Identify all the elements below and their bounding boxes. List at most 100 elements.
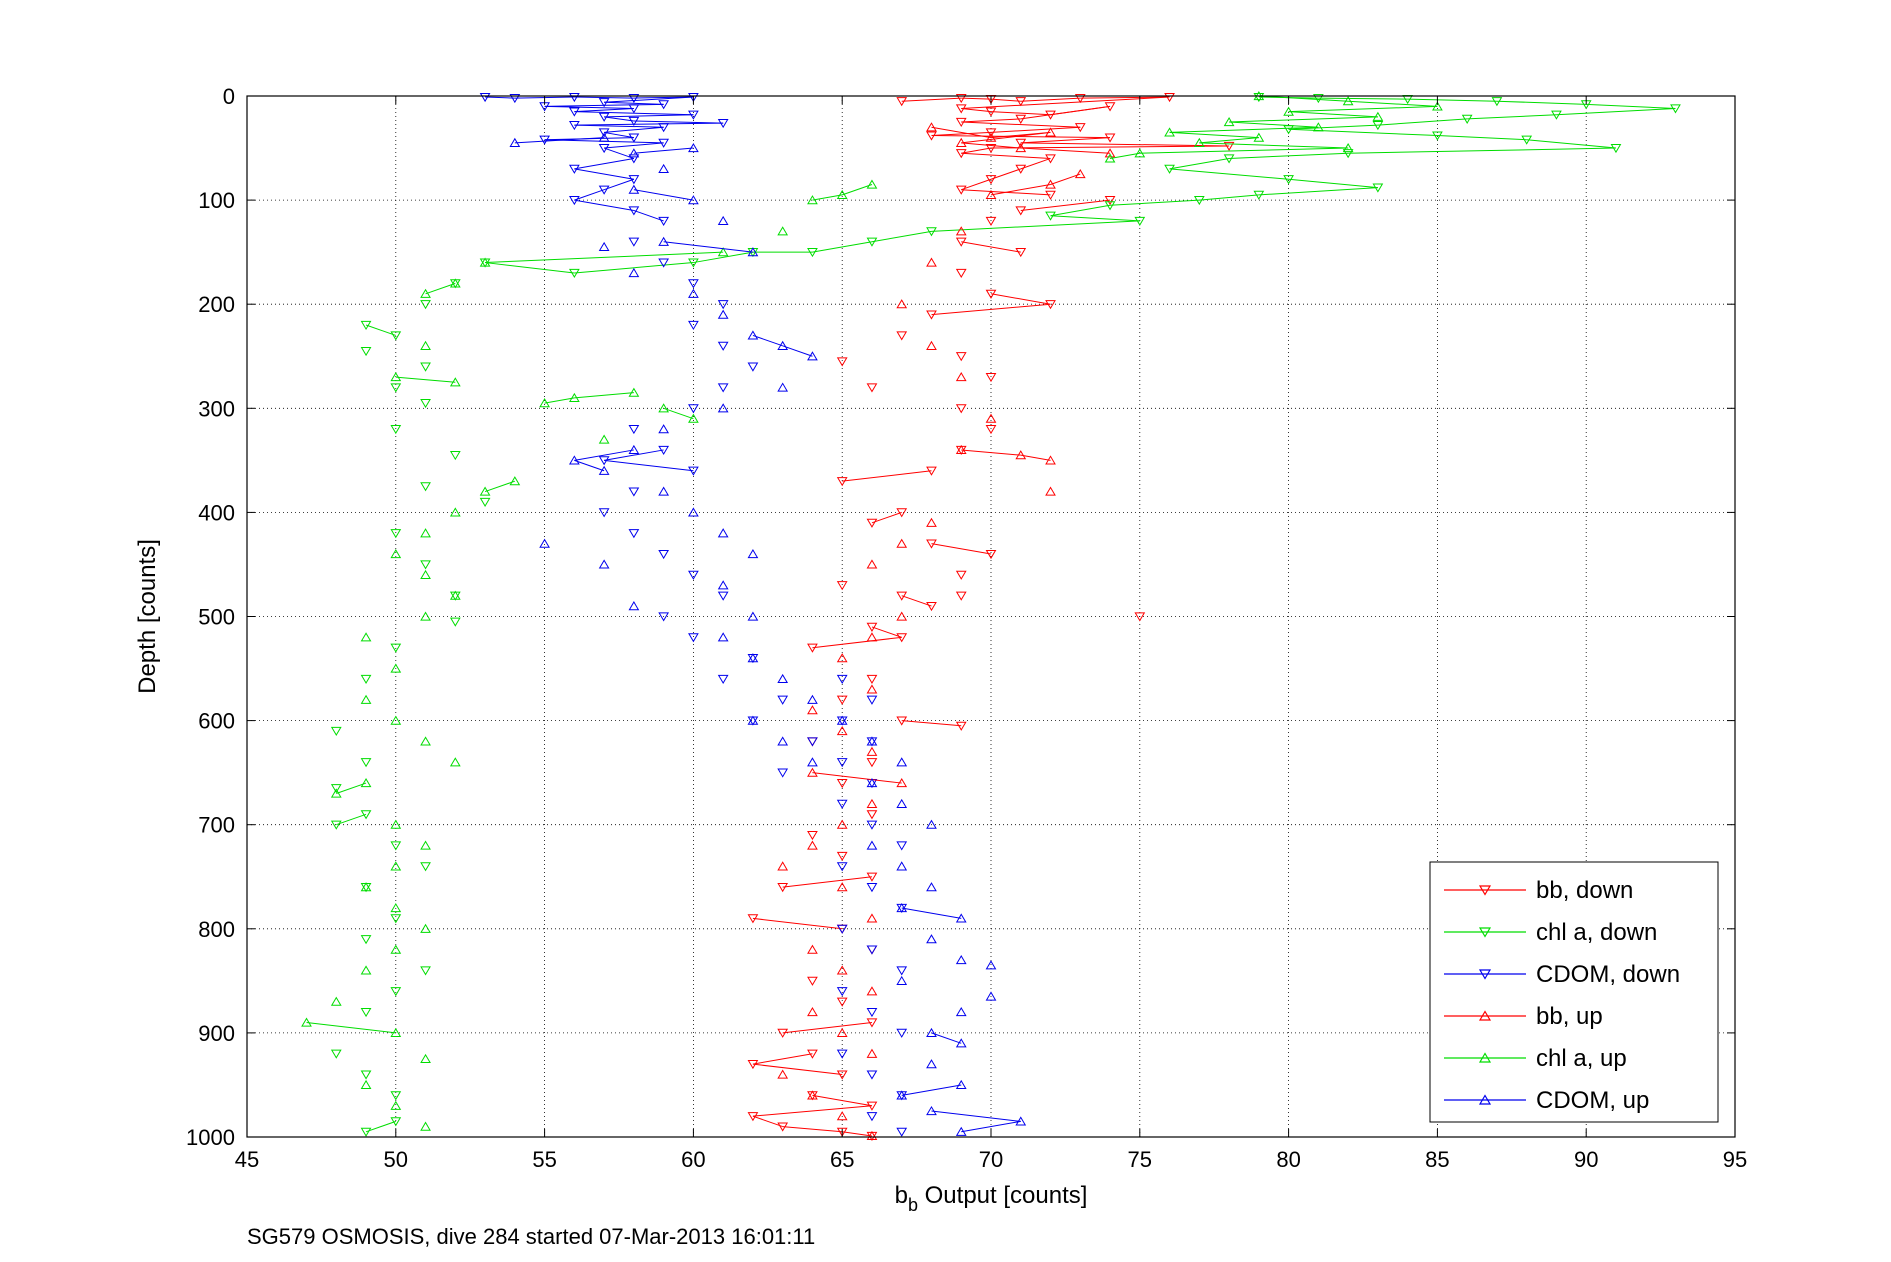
series-line-segment: [1020, 105, 1111, 120]
series-line-segment: [1258, 95, 1349, 102]
data-point: [449, 617, 461, 627]
data-point: [955, 93, 967, 104]
data-point: [836, 819, 848, 829]
series-line-segment: [484, 480, 516, 493]
series-line-segment: [395, 376, 456, 383]
data-point: [658, 123, 670, 133]
data-point: [1193, 137, 1205, 147]
series-line-segment: [1496, 100, 1587, 105]
data-point: [866, 840, 878, 850]
data-point: [777, 382, 789, 392]
data-point: [717, 383, 729, 393]
series-line-segment: [633, 189, 694, 201]
data-point: [688, 466, 699, 476]
data-point: [866, 986, 878, 996]
data-point: [1104, 153, 1116, 163]
data-point: [896, 841, 908, 851]
data-point: [658, 549, 670, 560]
data-point: [449, 590, 461, 600]
data-point: [747, 1060, 759, 1070]
data-point: [747, 330, 759, 340]
data-point: [1223, 141, 1235, 152]
series-line-segment: [901, 907, 962, 919]
data-point: [420, 862, 431, 872]
data-point: [896, 538, 908, 548]
data-point: [866, 622, 878, 632]
data-point: [955, 226, 967, 236]
data-point: [866, 798, 878, 808]
data-point: [568, 121, 580, 131]
x-tick-label: 75: [1128, 1147, 1152, 1172]
series-line-segment: [990, 168, 1021, 180]
series-line-segment: [961, 449, 1021, 456]
data-point: [1670, 104, 1681, 114]
series-line-segment: [752, 1063, 843, 1076]
data-point: [836, 778, 848, 789]
data-point: [955, 591, 967, 601]
series-line-segment: [812, 194, 843, 201]
data-point: [896, 1127, 908, 1137]
data-point: [1223, 154, 1235, 164]
data-point: [598, 434, 610, 444]
data-point: [360, 346, 372, 357]
data-point: [807, 757, 818, 767]
data-point: [420, 1053, 431, 1064]
data-point: [360, 674, 372, 684]
data-point: [1432, 131, 1443, 141]
series-line-segment: [961, 1120, 1021, 1133]
data-point: [836, 715, 848, 725]
y-axis: 0 100 200 300 400 500 600 700 800 900 1000: [186, 84, 1735, 1150]
series-line-segment: [604, 459, 694, 472]
series-line-segment: [1139, 147, 1349, 154]
series-line-segment: [633, 210, 664, 222]
series-line-segment: [990, 145, 1230, 149]
data-point: [836, 477, 848, 487]
data-point: [390, 383, 402, 393]
data-point: [807, 643, 818, 653]
data-point: [1461, 114, 1473, 124]
data-point: [658, 100, 670, 110]
series-line-segment: [842, 470, 932, 482]
series-line-segment: [752, 917, 843, 930]
series-line-segment: [306, 1021, 396, 1034]
data-point: [955, 104, 967, 114]
series-line-segment: [574, 124, 664, 128]
data-point: [1432, 101, 1443, 111]
data-point: [658, 403, 670, 413]
data-point: [896, 975, 908, 985]
data-point: [896, 508, 908, 518]
series-line-segment: [1229, 121, 1319, 128]
data-point: [1372, 183, 1384, 193]
data-point: [390, 914, 402, 924]
series-line-segment: [931, 543, 992, 555]
data-point: [717, 591, 729, 601]
data-point: [926, 517, 937, 527]
data-point: [866, 1018, 878, 1028]
series-line-segment: [1020, 454, 1051, 461]
data-point: [1015, 97, 1027, 107]
series-line-segment: [1377, 118, 1468, 126]
data-point: [360, 882, 372, 892]
series-line-segment: [365, 1120, 396, 1133]
series-line-segment: [1050, 215, 1140, 222]
data-point: [1015, 143, 1027, 153]
series-line-segment: [1199, 137, 1259, 144]
series-line-segment: [1229, 152, 1349, 159]
data-point: [896, 591, 908, 601]
legend-marker: [1478, 1052, 1492, 1063]
data-point: [628, 529, 640, 539]
data-point: [985, 143, 997, 154]
data-point: [955, 268, 967, 279]
data-point: [330, 788, 342, 798]
series-3: [777, 122, 1116, 1141]
y-tick-label: 0: [223, 84, 235, 109]
data-point: [360, 1127, 372, 1137]
data-point: [836, 189, 848, 199]
series-line-segment: [931, 220, 1140, 232]
data-point: [807, 248, 818, 258]
series-line-segment: [1407, 98, 1497, 102]
series-line-segment: [961, 131, 1051, 144]
data-point: [807, 351, 818, 361]
series-line-segment: [336, 813, 367, 826]
data-point: [866, 1130, 878, 1141]
